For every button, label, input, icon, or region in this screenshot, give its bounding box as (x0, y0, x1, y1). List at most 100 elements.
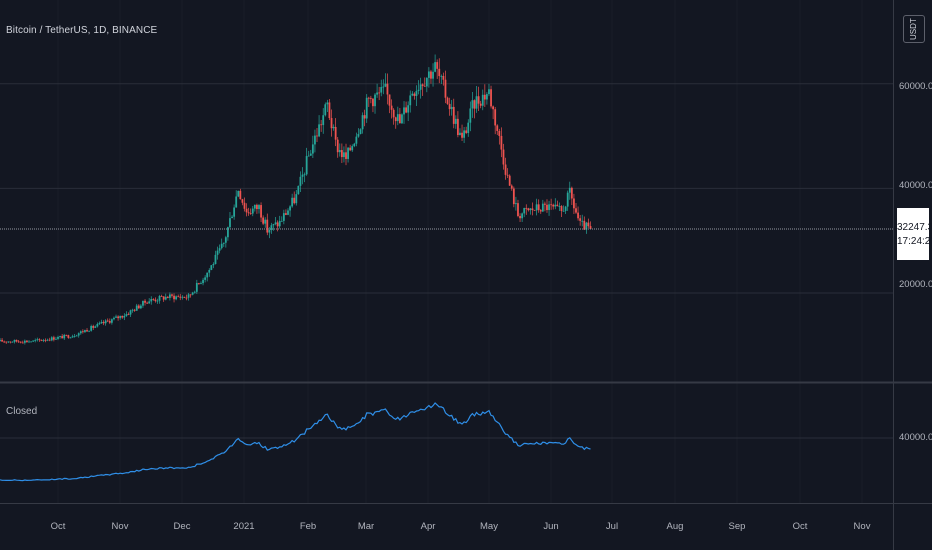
x-tick-label: Oct (50, 521, 66, 532)
candle-body (486, 94, 488, 100)
candle-body (52, 337, 55, 340)
candle-body (227, 227, 229, 238)
candle-body (440, 75, 443, 77)
candle-body (133, 309, 136, 311)
candle-body (233, 207, 236, 217)
candle-body (463, 130, 466, 138)
candle-body (550, 204, 553, 206)
candle-body (508, 175, 511, 186)
candle-body (556, 204, 559, 207)
x-tick-label: Mar (357, 521, 375, 532)
candle-body (343, 152, 345, 158)
candle-body (307, 155, 310, 157)
candle-body (566, 192, 569, 207)
candle-body (525, 207, 528, 209)
candle-body (301, 174, 304, 177)
candle-body (521, 213, 524, 219)
candle-body (500, 135, 503, 150)
candle-body (208, 269, 211, 273)
candle-body (477, 96, 480, 104)
x-tick-label: Apr (420, 521, 436, 532)
candle-body (96, 323, 99, 327)
candle-body (42, 340, 45, 342)
y-tick-label: 60000.00 (899, 81, 932, 92)
candle-body (421, 84, 424, 86)
candle-body (23, 340, 26, 343)
candle-body (222, 242, 225, 244)
candle-body (461, 132, 463, 138)
candle-body (280, 220, 283, 222)
candle-body (239, 190, 242, 200)
candle-body (150, 299, 153, 302)
candle-body (79, 331, 82, 334)
candle-body (384, 83, 387, 87)
candle-body (367, 97, 370, 99)
candle-body (243, 202, 246, 209)
candle-body (481, 94, 484, 106)
candle-body (388, 94, 391, 106)
candle-body (355, 136, 358, 144)
candle-body (88, 330, 90, 332)
candle-body (266, 219, 269, 233)
candle-body (448, 103, 451, 110)
candle-body (26, 340, 28, 342)
candle-body (146, 302, 149, 304)
candle-body (59, 336, 61, 337)
candle-body (392, 109, 395, 118)
x-tick-label: Dec (173, 521, 191, 532)
candle-body (210, 265, 213, 270)
candle-body (369, 97, 372, 99)
candle-body (345, 152, 347, 159)
candle-body (531, 208, 534, 210)
candle-body (432, 71, 434, 79)
candle-body (129, 310, 132, 315)
candle-body (19, 341, 22, 343)
candle-body (579, 218, 582, 221)
currency-badge[interactable]: USDT (903, 15, 925, 43)
candle-body (218, 248, 221, 251)
candle-body (152, 299, 155, 300)
candle-body (577, 212, 579, 219)
y-tick-label: 20000.00 (899, 279, 932, 290)
candle-body (390, 105, 393, 110)
candle-body (548, 204, 550, 211)
candle-body (324, 104, 327, 116)
candle-body (442, 75, 445, 80)
candle-body (415, 91, 418, 96)
candle-body (349, 147, 352, 151)
candle-body (403, 107, 405, 115)
candle-body (268, 230, 271, 233)
candle-body (581, 220, 584, 222)
candle-body (81, 331, 84, 333)
candle-body (21, 342, 24, 344)
candle-body (110, 319, 113, 323)
candle-body (278, 220, 281, 227)
candle-body (179, 296, 182, 298)
candle-body (11, 341, 14, 343)
candle-body (575, 208, 577, 213)
candle-body (108, 320, 111, 323)
candle-body (546, 204, 548, 211)
candle-body (183, 296, 186, 298)
candle-body (496, 125, 499, 131)
candle-body (276, 222, 279, 227)
candle-body (262, 217, 265, 224)
candle-body (34, 340, 37, 341)
candle-body (450, 106, 453, 110)
candle-body (365, 97, 368, 119)
candle-body (287, 210, 289, 215)
candle-body (430, 71, 432, 79)
candle-body (473, 100, 476, 109)
candle-body (245, 208, 248, 213)
candle-body (587, 222, 590, 227)
candle-body (423, 85, 426, 87)
candle-body (351, 146, 354, 151)
candle-body (311, 144, 314, 154)
candle-body (506, 174, 509, 176)
candle-body (510, 185, 513, 189)
candle-body (417, 89, 420, 92)
candle-body (235, 196, 238, 208)
candle-body (357, 134, 360, 137)
